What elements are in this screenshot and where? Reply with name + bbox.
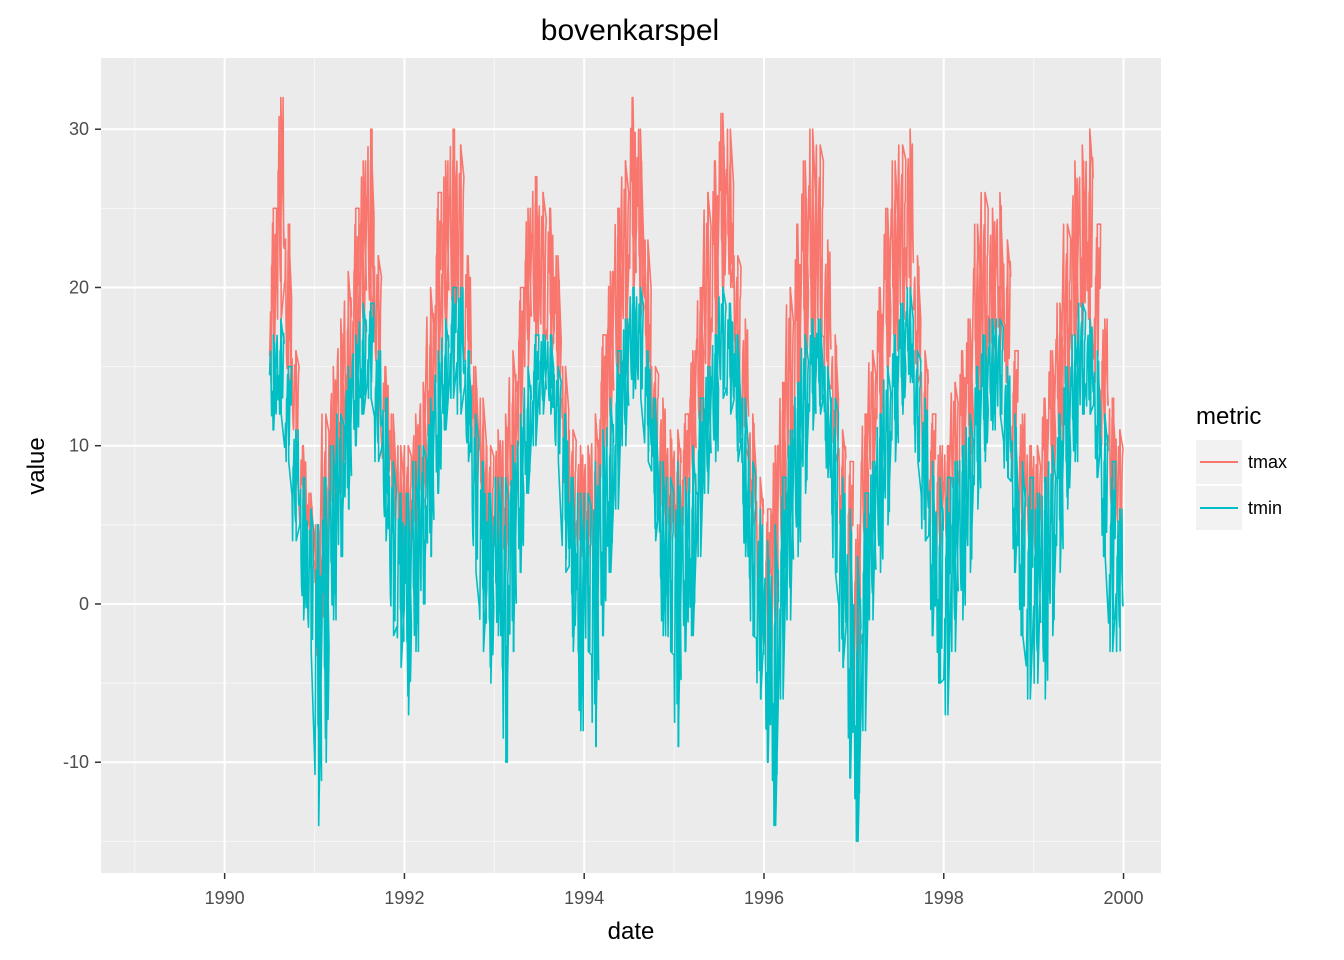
y-tick-label: -10 xyxy=(63,752,89,772)
chart-title: bovenkarspel xyxy=(541,14,719,47)
y-tick-label: 30 xyxy=(69,119,89,139)
x-axis: 1990 1992 1994 1996 1998 2000 xyxy=(205,873,1144,908)
legend-entries: tmax tmin xyxy=(1196,440,1287,530)
x-tick-label: 1990 xyxy=(205,888,245,908)
x-tick-label: 1994 xyxy=(564,888,604,908)
legend-title: metric xyxy=(1196,403,1261,430)
y-tick-label: 0 xyxy=(79,594,89,614)
legend: metric tmax tmin xyxy=(1196,403,1287,530)
series-line-tmin xyxy=(268,286,1124,843)
x-tick-label: 1992 xyxy=(384,888,424,908)
legend-label-tmax: tmax xyxy=(1248,452,1287,472)
legend-label-tmin: tmin xyxy=(1248,498,1282,518)
y-tick-label: 10 xyxy=(69,436,89,456)
x-tick-label: 1998 xyxy=(924,888,964,908)
x-axis-title: date xyxy=(608,918,655,945)
y-axis-title: value xyxy=(23,437,50,494)
x-tick-label: 2000 xyxy=(1104,888,1144,908)
y-axis: -10 0 10 20 30 xyxy=(63,119,101,772)
series-layer xyxy=(268,96,1124,843)
y-tick-label: 20 xyxy=(69,277,89,297)
x-tick-label: 1996 xyxy=(744,888,784,908)
